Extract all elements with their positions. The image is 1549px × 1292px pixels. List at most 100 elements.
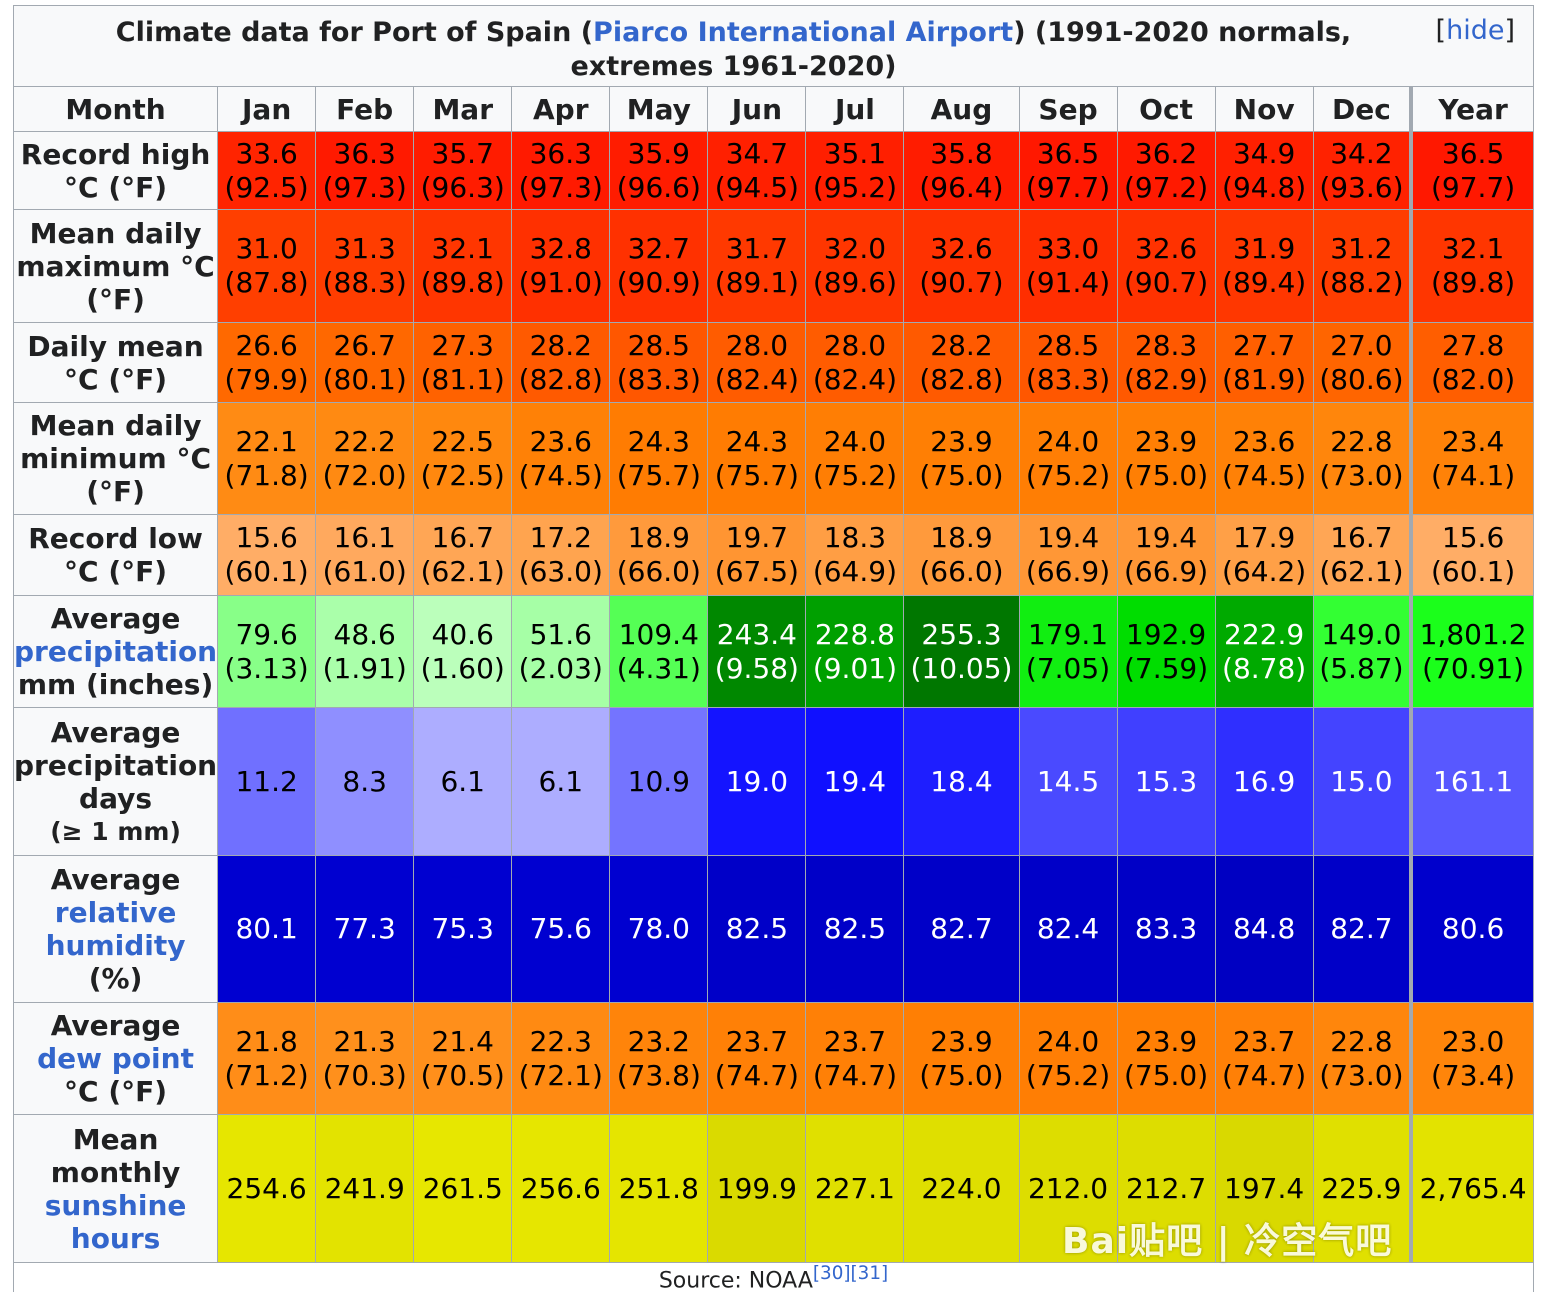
data-cell: 83.3: [1117, 856, 1215, 1003]
data-cell: 28.5(83.3): [1019, 323, 1117, 403]
cell-value-imperial: (74.5): [1216, 459, 1313, 493]
cell-value: 22.8: [1314, 425, 1410, 459]
cell-value-imperial: (10.05): [904, 652, 1018, 686]
data-cell: 28.0(82.4): [806, 323, 904, 403]
data-cell: 23.9(75.0): [904, 403, 1019, 515]
cell-value: 32.6: [904, 232, 1018, 266]
data-cell: 17.2(63.0): [512, 515, 610, 596]
cell-value: 23.9: [1118, 1025, 1215, 1059]
row-header-link[interactable]: humidity: [14, 929, 217, 962]
data-cell: 28.5(83.3): [610, 323, 708, 403]
cell-value: 24.3: [708, 425, 805, 459]
cell-value: 27.0: [1314, 329, 1410, 363]
cell-value: 28.3: [1118, 329, 1215, 363]
data-cell: 21.3(70.3): [316, 1003, 414, 1115]
cell-value-imperial: (66.0): [904, 555, 1018, 589]
cell-value-imperial: (1.60): [414, 652, 511, 686]
data-cell: 23.6(74.5): [512, 403, 610, 515]
year-cell: 80.6: [1411, 856, 1533, 1003]
data-cell: 254.6: [218, 1115, 316, 1263]
cell-value-imperial: (75.2): [1020, 459, 1117, 493]
cell-value: 35.9: [610, 137, 707, 171]
data-cell: 33.6(92.5): [218, 132, 316, 210]
cell-value: 36.2: [1118, 137, 1215, 171]
cell-value: 14.5: [1020, 765, 1117, 799]
cell-value: 10.9: [610, 765, 707, 799]
data-cell: 24.0(75.2): [1019, 1003, 1117, 1115]
row-header-text: Average: [14, 1009, 217, 1042]
row-header-link[interactable]: hours: [14, 1222, 217, 1255]
cell-value-imperial: (91.0): [512, 266, 609, 300]
row-header-text: Daily mean: [14, 330, 217, 363]
row-header-link[interactable]: sunshine: [14, 1189, 217, 1222]
hide-toggle[interactable]: [hide]: [1436, 14, 1515, 48]
cell-value: 33.0: [1020, 232, 1117, 266]
cell-value-imperial: (74.7): [1216, 1059, 1313, 1093]
cell-value-imperial: (70.91): [1413, 652, 1533, 686]
data-cell: 75.6: [512, 856, 610, 1003]
cell-value-imperial: (73.0): [1314, 1059, 1410, 1093]
cell-value: 228.8: [806, 618, 903, 652]
cell-value: 28.5: [1020, 329, 1117, 363]
caption-row: Climate data for Port of Spain (Piarco I…: [14, 6, 1534, 87]
data-cell: 8.3: [316, 708, 414, 856]
cell-value: 22.5: [414, 425, 511, 459]
cell-value: 23.9: [904, 1025, 1018, 1059]
cell-value: 32.1: [1413, 232, 1533, 266]
cell-value-imperial: (75.0): [904, 459, 1018, 493]
cell-value: 212.0: [1020, 1172, 1117, 1206]
cell-value: 2,765.4: [1413, 1172, 1533, 1206]
cell-value: 261.5: [414, 1172, 511, 1206]
cell-value: 34.7: [708, 137, 805, 171]
data-cell: 21.8(71.2): [218, 1003, 316, 1115]
row-header-text: °C (°F): [14, 171, 217, 204]
row-header-link[interactable]: precipitation: [14, 635, 217, 668]
data-cell: 23.9(75.0): [1117, 1003, 1215, 1115]
data-cell: 19.0: [708, 708, 806, 856]
cell-value-imperial: (97.3): [316, 171, 413, 205]
cell-value: 161.1: [1413, 765, 1533, 799]
data-cell: 19.4(66.9): [1117, 515, 1215, 596]
airport-link[interactable]: Piarco International Airport: [593, 17, 1013, 48]
cell-value-imperial: (75.7): [610, 459, 707, 493]
cell-value: 79.6: [218, 618, 315, 652]
month-header-sep: Sep: [1019, 87, 1117, 132]
data-cell: 82.5: [708, 856, 806, 1003]
row-header: Record low°C (°F): [14, 515, 218, 596]
data-cell: 82.4: [1019, 856, 1117, 1003]
cell-value: 22.2: [316, 425, 413, 459]
cell-value: 197.4: [1216, 1172, 1313, 1206]
cell-value-imperial: (87.8): [218, 266, 315, 300]
cell-value: 149.0: [1314, 618, 1410, 652]
cell-value: 255.3: [904, 618, 1018, 652]
cell-value: 15.3: [1118, 765, 1215, 799]
cell-value-imperial: (3.13): [218, 652, 315, 686]
data-cell: 36.3(97.3): [512, 132, 610, 210]
cell-value: 21.3: [316, 1025, 413, 1059]
cell-value-imperial: (72.0): [316, 459, 413, 493]
cell-value: 36.3: [512, 137, 609, 171]
row-header-link[interactable]: relative: [14, 896, 217, 929]
source-references[interactable]: [30][31]: [813, 1263, 888, 1284]
data-cell: 75.3: [414, 856, 512, 1003]
data-cell: 199.9: [708, 1115, 806, 1263]
cell-value-imperial: (73.0): [1314, 459, 1410, 493]
row-header-text: °C (°F): [14, 363, 217, 396]
climate-table: Climate data for Port of Spain (Piarco I…: [13, 5, 1534, 1292]
row-header-text: Mean daily: [14, 217, 217, 250]
cell-value: 21.8: [218, 1025, 315, 1059]
row-header-link[interactable]: dew point: [14, 1042, 217, 1075]
cell-value: 19.7: [708, 521, 805, 555]
hide-link[interactable]: hide: [1446, 15, 1504, 46]
cell-value-imperial: (97.3): [512, 171, 609, 205]
cell-value-imperial: (66.9): [1118, 555, 1215, 589]
cell-value: 22.3: [512, 1025, 609, 1059]
cell-value: 227.1: [806, 1172, 903, 1206]
table-row: Daily mean°C (°F)26.6(79.9)26.7(80.1)27.…: [14, 323, 1534, 403]
cell-value: 243.4: [708, 618, 805, 652]
cell-value: 36.3: [316, 137, 413, 171]
cell-value: 36.5: [1020, 137, 1117, 171]
month-header-jul: Jul: [806, 87, 904, 132]
